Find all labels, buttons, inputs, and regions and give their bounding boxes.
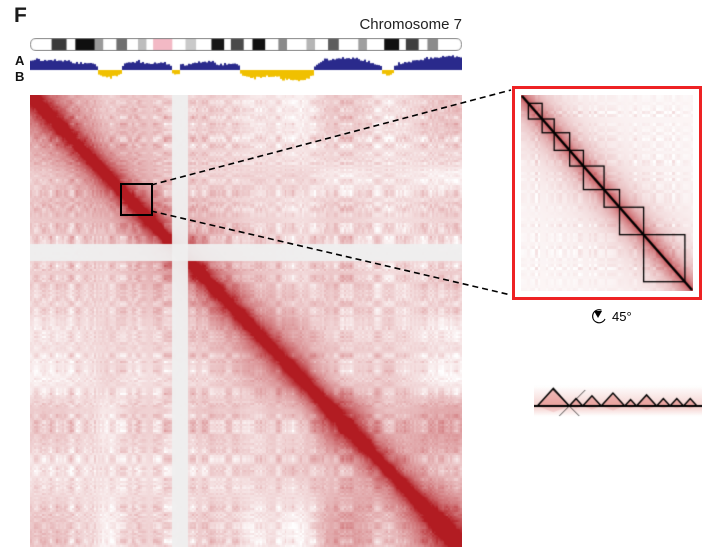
compartment-a-label: A [15, 53, 25, 68]
hic-heatmap [30, 95, 462, 547]
chromosome-ideogram [30, 38, 462, 51]
chromosome-label: Chromosome 7 [359, 16, 462, 33]
compartment-tracks [30, 54, 462, 92]
panel-label: F [14, 4, 27, 27]
inset-panel [512, 86, 702, 300]
zoom-region-box [120, 183, 153, 216]
rotate-45-icon [592, 309, 606, 324]
inset-heatmap [521, 95, 693, 291]
rotated-tad-strip [534, 368, 702, 422]
rotation-label: 45° [612, 308, 632, 324]
compartment-b-label: B [15, 69, 25, 84]
rotation-annotation: 45° [590, 306, 632, 326]
